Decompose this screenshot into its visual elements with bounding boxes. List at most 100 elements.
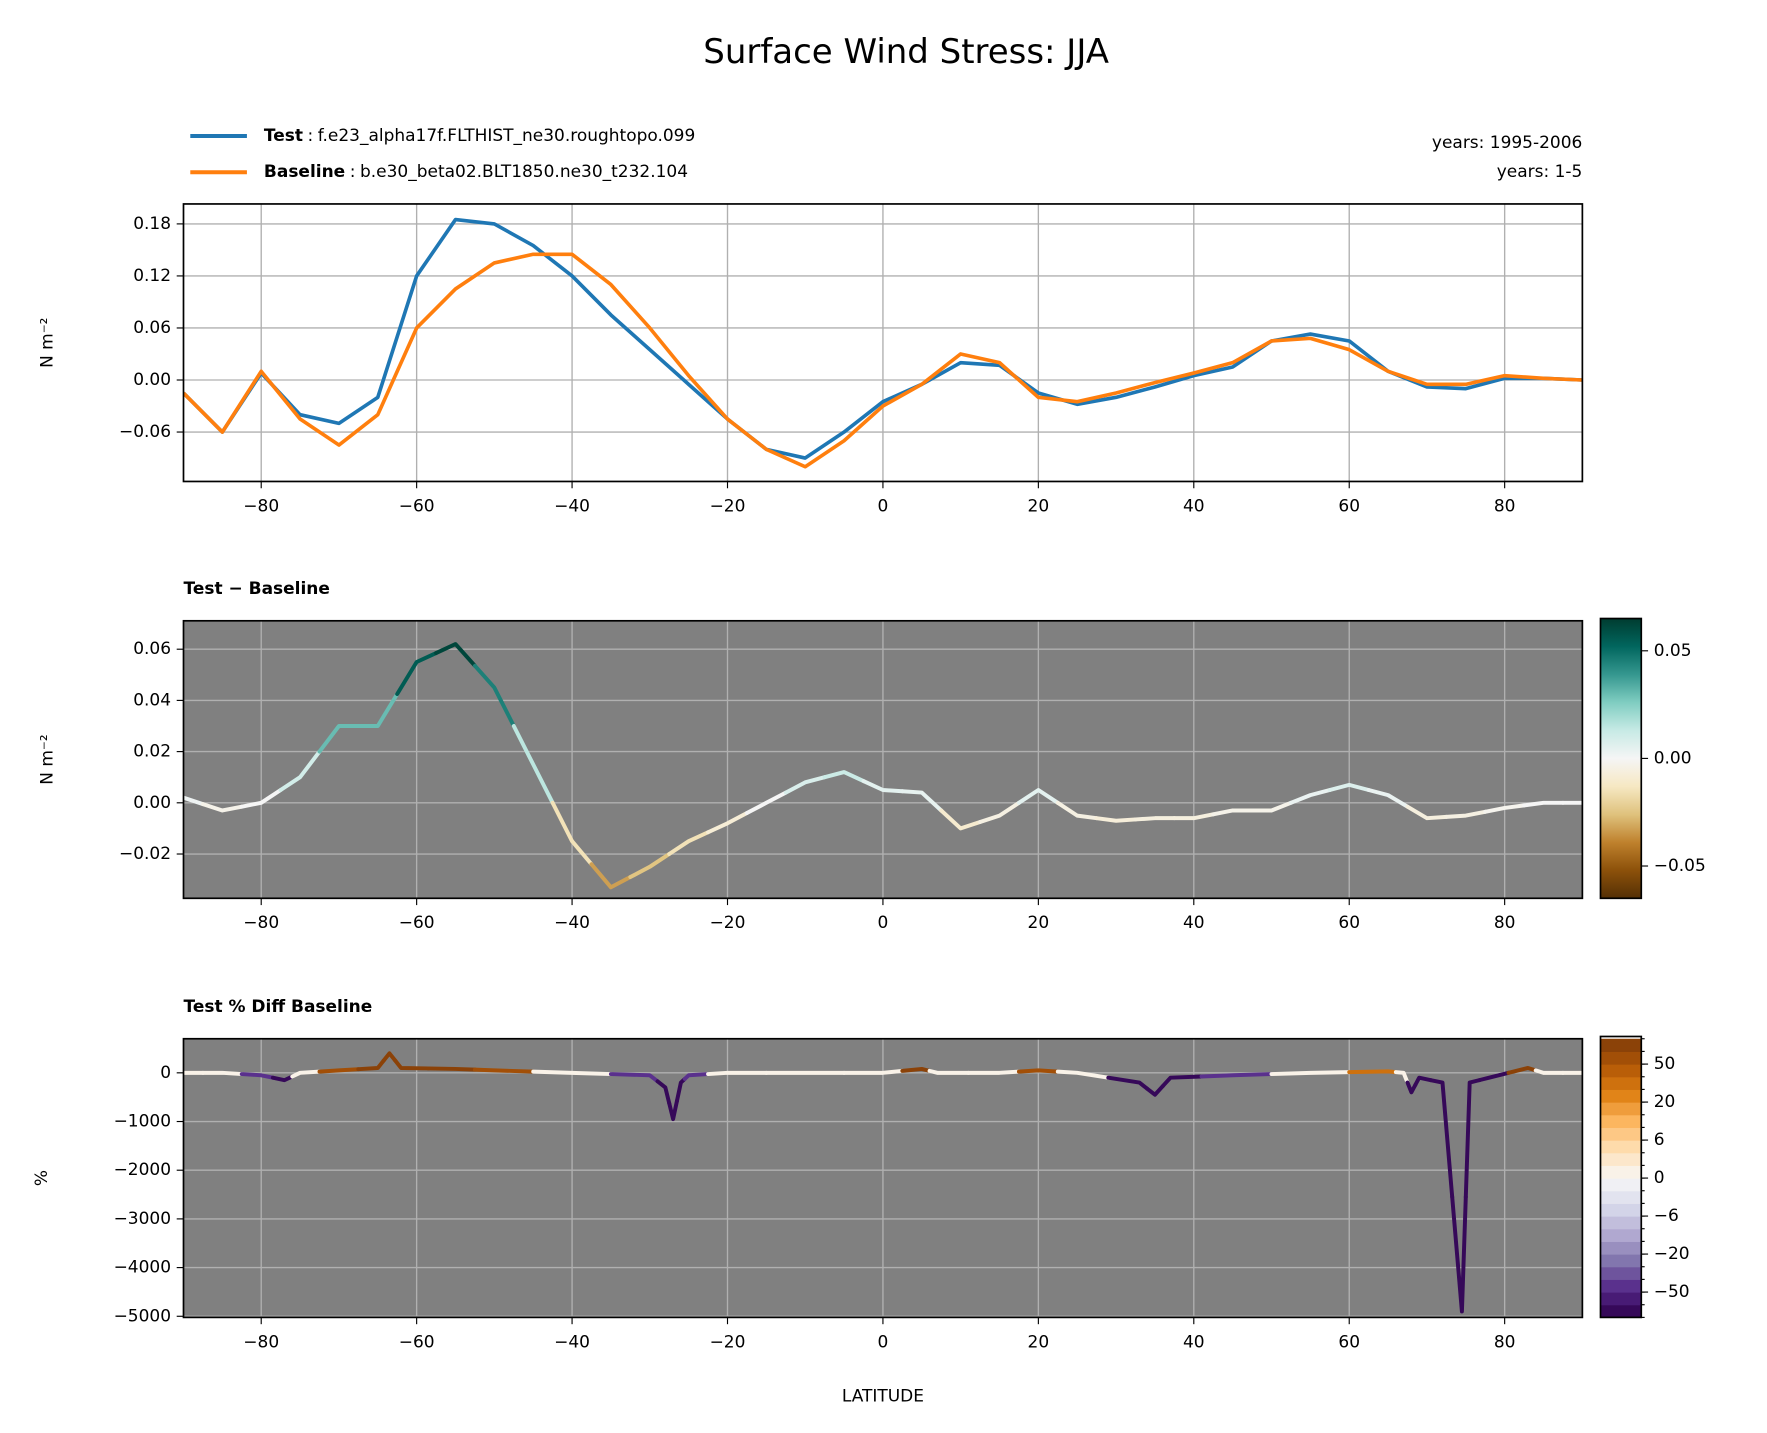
- colorbar-bin: [1600, 1190, 1642, 1204]
- line-segment: [900, 1066, 932, 1073]
- line-segment: [783, 775, 827, 795]
- axes-frame: [182, 619, 1584, 900]
- line-segment: [1444, 809, 1488, 819]
- line-segment: [426, 1066, 477, 1072]
- colorbar-bin: [1600, 1292, 1642, 1306]
- y-tick-label: −4000: [114, 1258, 171, 1278]
- x-tick-label: −80: [243, 1332, 279, 1352]
- line-segment: [183, 795, 205, 807]
- line-segment: [1405, 1080, 1418, 1095]
- x-tick-label: −80: [243, 913, 279, 933]
- colorbar-bin: [1600, 1165, 1642, 1179]
- colorbar-tick-label: 20: [1654, 1092, 1676, 1112]
- legend-entry: Test: f.e23_alpha17f.FLTHIST_ne30.roughto…: [264, 126, 695, 146]
- colorbar-bin: [1600, 1102, 1642, 1116]
- y-axis-label: N m⁻²: [38, 317, 58, 367]
- colorbar-bin: [1600, 1279, 1642, 1293]
- colorbar-tick-label: 0: [1654, 1168, 1665, 1188]
- legend-name: Baseline: [264, 162, 345, 182]
- y-tick-label: −0.06: [119, 422, 171, 442]
- colorbar-bin: [1600, 1051, 1642, 1065]
- colorbar-tick-label: 0.00: [1654, 748, 1692, 768]
- panel: −80 −60 −40 −20 0 20 40 60 80−5000−4000−3000−200…: [32, 997, 1690, 1407]
- line-segment: [628, 852, 672, 880]
- x-tick-label: 0: [878, 496, 889, 516]
- colorbar-bin: [1600, 1178, 1642, 1192]
- x-tick-label: −60: [399, 913, 435, 933]
- line-segment: [200, 1070, 244, 1077]
- colorbar-bin: [1600, 1216, 1642, 1230]
- line-segment: [706, 811, 749, 835]
- colorbar-tick-label: 0.05: [1654, 641, 1692, 661]
- line-segment: [1094, 816, 1138, 823]
- line-segment: [239, 788, 283, 809]
- x-axis-label: LATITUDE: [842, 1387, 924, 1407]
- line-segment: [531, 1069, 613, 1077]
- y-tick-label: 0: [160, 1063, 171, 1083]
- y-tick-label: −2000: [114, 1160, 171, 1180]
- line-segment: [608, 1072, 660, 1084]
- line-segment: [1016, 1068, 1060, 1074]
- line-segment: [1413, 1075, 1433, 1087]
- colorbar-tick-label: 6: [1654, 1130, 1665, 1150]
- data-layer: [183, 1051, 1583, 1314]
- line-segment: [550, 800, 594, 867]
- x-tick-label: −60: [399, 496, 435, 516]
- panel-title: Test % Diff Baseline: [183, 997, 372, 1017]
- colorbar-bin: [1600, 1304, 1642, 1318]
- line-segment: [1288, 788, 1332, 805]
- y-tick-label: −0.02: [119, 844, 171, 864]
- line-segment: [1145, 1084, 1165, 1097]
- line-segment: [317, 724, 361, 754]
- line-segment: [1506, 1065, 1538, 1075]
- line-segment: [1463, 1078, 1482, 1199]
- x-tick-label: 60: [1338, 1332, 1360, 1352]
- x-tick-label: −20: [710, 1332, 746, 1352]
- line-segment: [317, 1067, 361, 1074]
- line-segment: [1522, 800, 1565, 808]
- colorbar-tick-label: −20: [1654, 1244, 1690, 1264]
- x-tick-label: 20: [1028, 1332, 1050, 1352]
- panel: −80 −60 −40 −20 0 20 40 60 80 −0.02 0.00 0.02 0.04 0.…: [38, 579, 1706, 933]
- line-segment: [472, 1067, 536, 1074]
- line-segment: [1250, 800, 1293, 813]
- legend-separator: :: [308, 126, 314, 146]
- x-tick-label: 40: [1183, 1332, 1205, 1352]
- series-line: [183, 217, 1583, 460]
- y-tick-label: 0.02: [133, 742, 171, 762]
- colorbar-bin: [1600, 1089, 1642, 1103]
- x-tick-label: 80: [1494, 1332, 1516, 1352]
- line-segment: [1450, 1195, 1468, 1314]
- colorbar-bin: [1600, 1127, 1642, 1141]
- legend-entry: Baseline: b.e30_beta02.BLT1850.ne30_t232.…: [264, 162, 688, 182]
- line-segment: [1393, 1070, 1410, 1085]
- y-tick-label: 0.00: [133, 370, 171, 390]
- x-tick-label: 40: [1183, 496, 1205, 516]
- line-segment: [744, 790, 788, 816]
- colorbar-bin: [1600, 1038, 1642, 1052]
- x-tick-label: −20: [710, 913, 746, 933]
- line-segment: [356, 1058, 386, 1072]
- y-tick-label: −3000: [114, 1209, 171, 1229]
- y-tick-label: 0.00: [133, 793, 171, 813]
- colorbar: −50 −20 −6 0 6 20 50: [1599, 1035, 1690, 1319]
- line-segment: [1428, 1078, 1455, 1199]
- line-segment: [1172, 812, 1216, 821]
- x-tick-label: −40: [554, 1332, 590, 1352]
- line-segment: [1211, 808, 1255, 817]
- colorbar-bin: [1600, 1241, 1642, 1255]
- line-segment: [1405, 804, 1449, 821]
- line-segment: [1016, 788, 1060, 805]
- x-tick-label: −40: [554, 913, 590, 933]
- line-segment: [511, 724, 555, 805]
- y-axis-label: N m⁻²: [38, 734, 58, 784]
- line-segment: [1160, 1074, 1204, 1089]
- colorbar-tick-label: 50: [1654, 1054, 1676, 1074]
- x-tick-label: −80: [243, 496, 279, 516]
- legend-separator: :: [350, 162, 356, 182]
- x-tick-label: 80: [1494, 496, 1516, 516]
- line-segment: [706, 1070, 769, 1077]
- line-segment: [270, 1074, 295, 1083]
- line-segment: [655, 1079, 672, 1106]
